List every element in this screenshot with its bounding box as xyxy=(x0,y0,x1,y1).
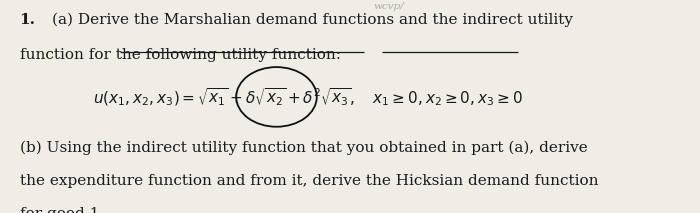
Text: function for the following utility function:: function for the following utility funct… xyxy=(20,48,341,62)
Text: (b) Using the indirect utility function that you obtained in part (a), derive: (b) Using the indirect utility function … xyxy=(20,141,587,155)
Text: $u(x_1, x_2, x_3) = \sqrt{x_1} + \delta\sqrt{x_2} + \delta^2\sqrt{x_3},$$\quad x: $u(x_1, x_2, x_3) = \sqrt{x_1} + \delta\… xyxy=(93,86,523,108)
Text: the expenditure function and from it, derive the Hicksian demand function: the expenditure function and from it, de… xyxy=(20,174,598,188)
Text: for good 1.: for good 1. xyxy=(20,207,104,213)
Text: (a) Derive the Marshalian demand functions and the indirect utility: (a) Derive the Marshalian demand functio… xyxy=(52,13,573,27)
Text: wcvp/: wcvp/ xyxy=(373,2,404,11)
Text: 1.: 1. xyxy=(20,13,36,27)
